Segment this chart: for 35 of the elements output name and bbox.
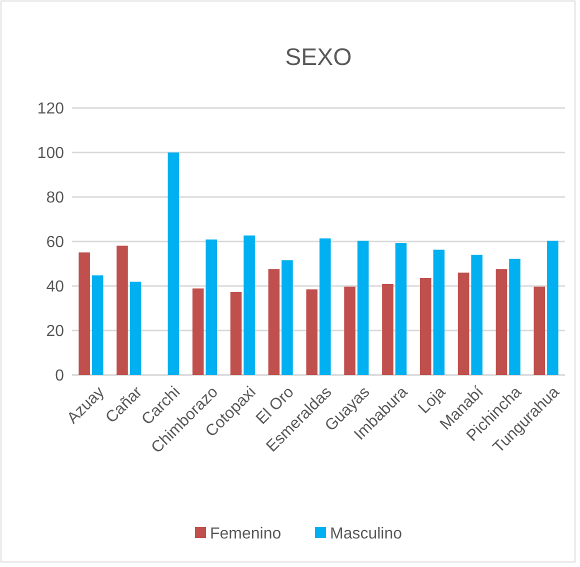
bar (433, 250, 445, 375)
legend-label: Masculino (330, 526, 402, 543)
legend-label: Femenino (210, 526, 282, 543)
bar (420, 278, 432, 375)
bar (92, 275, 104, 375)
bar (547, 240, 558, 375)
bar (471, 254, 482, 375)
bar (382, 284, 394, 375)
bar (509, 258, 520, 375)
bar (268, 269, 280, 375)
bar (116, 246, 128, 375)
bar (206, 239, 218, 375)
y-tick-label: 0 (55, 368, 64, 385)
bar (78, 252, 90, 375)
y-tick-label: 40 (46, 278, 64, 296)
bar (458, 272, 470, 375)
bar (230, 292, 242, 375)
bar (130, 282, 142, 375)
bar (344, 286, 356, 375)
y-tick-label: 20 (46, 323, 64, 340)
y-tick-label: 80 (46, 190, 64, 207)
bar (192, 288, 204, 375)
y-tick-label: 120 (37, 100, 64, 118)
bar (395, 243, 407, 375)
bar (306, 289, 318, 375)
bar (357, 240, 369, 375)
bar (244, 235, 255, 375)
bar (168, 152, 180, 375)
chart-title: SEXO (285, 44, 352, 71)
bar (320, 238, 331, 375)
y-tick-label: 100 (37, 145, 64, 162)
y-tick-label: 60 (46, 234, 64, 252)
bar (496, 269, 508, 375)
bar (282, 260, 293, 375)
bar (534, 286, 546, 375)
